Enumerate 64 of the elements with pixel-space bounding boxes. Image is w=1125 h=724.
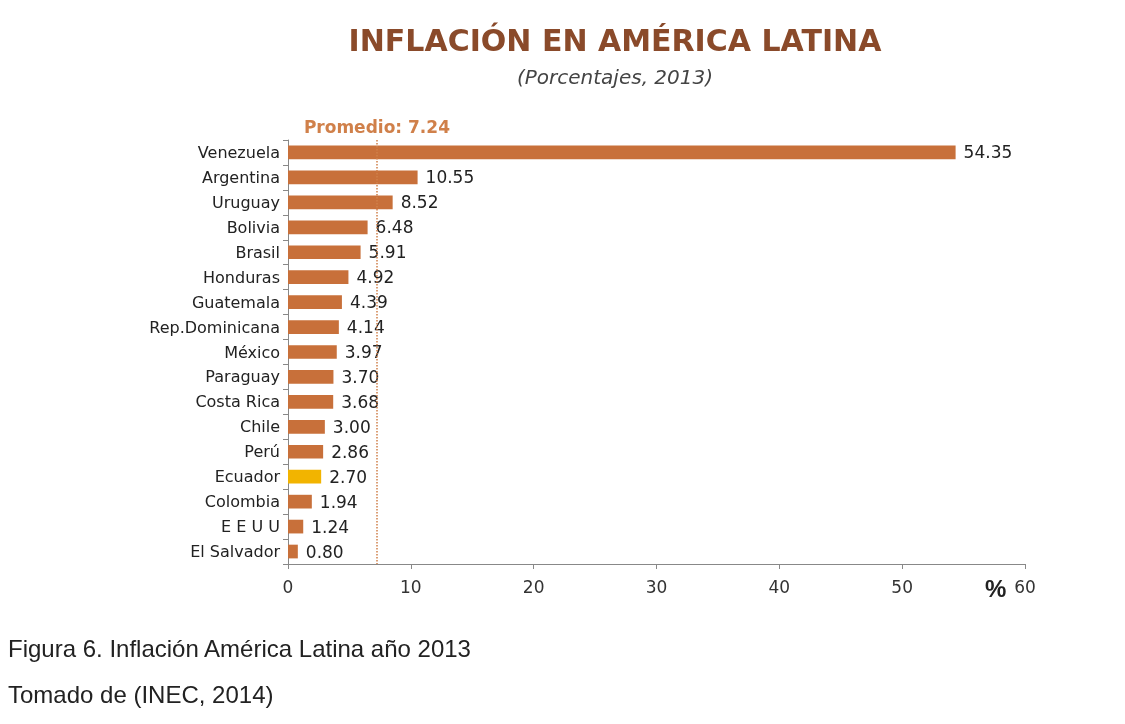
y-tick-label: México <box>224 342 280 362</box>
x-tick-label: 10 <box>400 576 422 597</box>
bar <box>288 494 312 509</box>
data-label: 1.24 <box>311 516 350 537</box>
y-tick-label: Honduras <box>203 267 280 287</box>
bar <box>288 395 334 409</box>
data-label: 4.39 <box>349 292 388 313</box>
data-label: 10.55 <box>425 167 475 188</box>
x-axis-title: % <box>985 574 1007 602</box>
y-tick-label: Guatemala <box>191 292 280 312</box>
y-tick-label: Colombia <box>204 492 280 512</box>
bar <box>288 270 349 285</box>
x-tick-label: 40 <box>768 576 791 597</box>
bar <box>288 145 956 160</box>
bar <box>288 419 325 434</box>
x-tick-label: 50 <box>891 576 913 597</box>
chart-title: INFLACIÓN EN AMÉRICA LATINA <box>348 21 883 58</box>
bar <box>288 345 337 359</box>
data-label: 3.68 <box>341 391 380 412</box>
bar <box>288 220 368 235</box>
text: Figura 6. Inflación América Latina año 2013 <box>8 634 471 662</box>
data-label: 0.80 <box>305 541 344 562</box>
data-label: 2.86 <box>331 441 369 462</box>
x-tick-label: 0 <box>282 576 294 597</box>
y-tick-label: Ecuador <box>214 467 281 487</box>
bar <box>288 320 339 334</box>
bar <box>288 469 322 484</box>
bar <box>288 544 298 559</box>
data-label: 4.14 <box>346 317 385 338</box>
data-label: 1.94 <box>319 491 358 512</box>
y-tick-label: Paraguay <box>205 367 280 387</box>
y-tick-label: Brasil <box>235 242 280 262</box>
x-tick-label: 60 <box>1014 576 1036 597</box>
chart-subtitle: (Porcentajes, 2013) <box>516 65 714 89</box>
bar <box>288 170 418 185</box>
y-tick-label: El Salvador <box>190 542 281 562</box>
data-label: 3.97 <box>344 342 383 362</box>
y-tick-label: Costa Rica <box>195 392 280 412</box>
text: Tomado de (INEC, 2014) <box>8 680 274 708</box>
bar <box>288 245 361 260</box>
y-tick-label: Argentina <box>201 167 280 187</box>
data-label: 54.35 <box>963 142 1013 163</box>
data-label: 3.00 <box>332 416 371 437</box>
y-tick-label: Rep.Dominicana <box>149 317 280 337</box>
bar <box>288 519 304 534</box>
y-tick-label: E E U U <box>221 517 280 537</box>
bar <box>288 370 334 384</box>
data-label: 5.91 <box>368 242 407 263</box>
y-tick-label: Chile <box>239 417 280 437</box>
data-label: 8.52 <box>400 192 439 213</box>
data-label: 3.70 <box>341 366 380 387</box>
y-tick-label: Perú <box>244 442 280 462</box>
y-tick-label: Bolivia <box>226 217 280 237</box>
bar <box>288 195 393 210</box>
data-label: 4.92 <box>356 267 395 288</box>
bar <box>288 444 324 459</box>
x-tick-label: 20 <box>522 576 545 597</box>
ref-line-label: Promedio: 7.24 <box>303 116 451 137</box>
y-tick-label: Venezuela <box>197 142 280 162</box>
y-tick-label: Uruguay <box>212 192 280 212</box>
data-label: 6.48 <box>375 217 414 238</box>
data-label: 2.70 <box>329 466 368 487</box>
bar <box>288 295 342 309</box>
x-tick-label: 30 <box>645 576 668 597</box>
